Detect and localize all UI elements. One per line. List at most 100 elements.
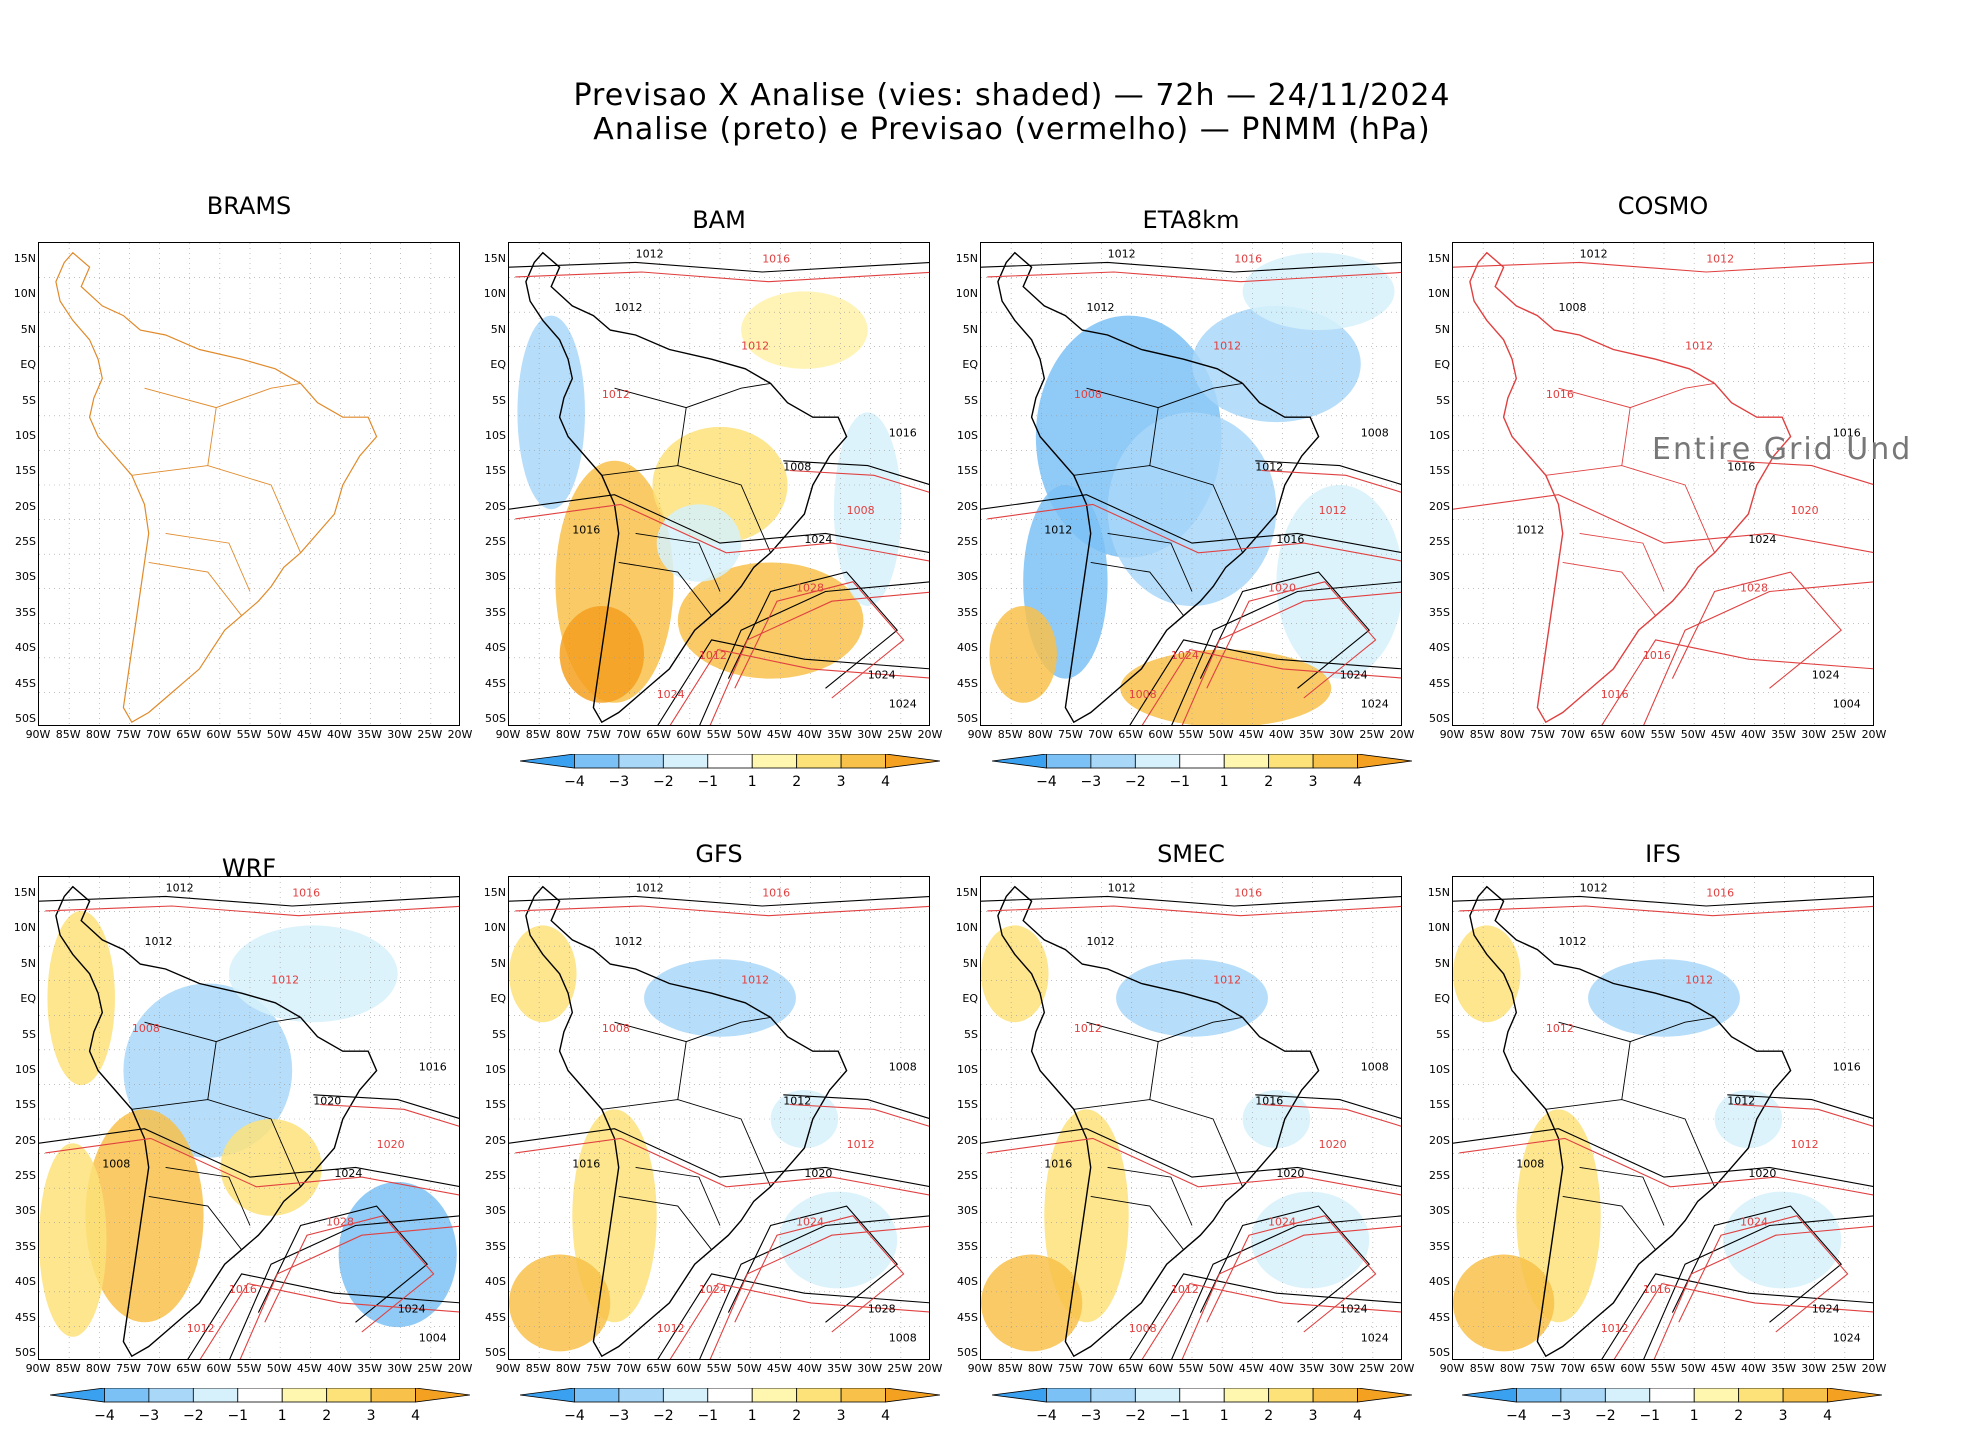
lon-tick-label: 65W — [1590, 1362, 1616, 1375]
map-canvas: 1012 1016 1012 1012 1016 1012 1012 1012 1020 1024… — [1453, 877, 1873, 1359]
lon-tick-label: 75W — [1529, 728, 1555, 741]
isobar-forecast — [1459, 905, 1873, 917]
lon-tick-label: 65W — [1118, 728, 1144, 741]
country-border — [677, 1041, 687, 1100]
isobar-forecast — [1678, 1215, 1849, 1333]
bias-shading — [517, 315, 585, 510]
colorbar-label: −2 — [653, 1408, 674, 1424]
colorbar-segment — [885, 1387, 941, 1403]
panel-title-ifs: IFS — [1645, 840, 1681, 868]
isobar-forecast — [1453, 261, 1873, 273]
lon-tick-label: 55W — [1178, 1362, 1204, 1375]
colorbar-label: 2 — [792, 1408, 802, 1424]
colorbar-segment — [192, 1387, 239, 1403]
lat-tick-label: 45S — [1429, 676, 1450, 690]
isobar-forecast — [1671, 571, 1842, 689]
isobar-label: 1024 — [398, 1303, 426, 1316]
isobar-label: 1012 — [271, 973, 299, 986]
isobar-label: 1012 — [636, 248, 664, 261]
isobar-label: 1016 — [572, 523, 600, 536]
continent-outline — [55, 885, 378, 1358]
bias-shading — [779, 1191, 898, 1289]
isobar-label: 1012 — [657, 1322, 685, 1335]
isobar-label: 1008 — [1129, 1322, 1157, 1335]
isobar-analysis — [1129, 639, 1401, 725]
lon-tick-label: 60W — [1620, 1362, 1646, 1375]
colorbar-label: 4 — [411, 1408, 420, 1424]
lat-tick-label: 35S — [1429, 1239, 1450, 1253]
lon-tick-label: 75W — [115, 1362, 141, 1375]
lon-tick-label: 35W — [1299, 1362, 1324, 1375]
lon-tick-label: 85W — [997, 728, 1023, 741]
colorbar-segment — [796, 1387, 842, 1403]
colorbar-segment — [1649, 1387, 1695, 1403]
lat-tick-label: 15N — [1427, 886, 1450, 899]
lon-tick-label: 45W — [1710, 728, 1736, 741]
isobar-label: 1012 — [847, 1138, 875, 1151]
lon-tick-label: 75W — [1529, 1362, 1555, 1375]
lat-tick-label: 30S — [485, 1204, 506, 1218]
colorbar-label: 1 — [1219, 774, 1229, 790]
colorbar-segment — [1604, 1387, 1651, 1403]
lon-tick-label: 80W — [555, 1362, 581, 1375]
lon-tick-label: 45W — [1710, 1362, 1736, 1375]
lat-tick-label: 5N — [490, 956, 506, 970]
isobar-label: 1016 — [1546, 388, 1574, 401]
lon-tick-label: 65W — [1590, 728, 1616, 741]
lon-tick-label: 60W — [1148, 1362, 1174, 1375]
lon-tick-label: 90W — [967, 728, 993, 741]
isobar-forecast — [789, 1103, 929, 1127]
lat-tick-label: 20S — [957, 1133, 978, 1147]
lon-tick-label: 50W — [1680, 728, 1706, 741]
isobar-label: 1008 — [1559, 301, 1587, 314]
lat-tick-label: 40S — [1429, 1275, 1450, 1289]
isobar-label: 1012 — [1087, 935, 1115, 948]
colorbar-label: 3 — [1778, 1408, 1788, 1424]
colorbar-label: 4 — [1353, 1408, 1362, 1424]
isobar-label: 1012 — [1791, 1138, 1819, 1151]
lon-tick-label: 25W — [417, 728, 443, 741]
colorbar-label: −3 — [1550, 1408, 1572, 1424]
lat-tick-label: 15N — [483, 252, 506, 265]
isobar-label: 1012 — [166, 882, 194, 895]
bias-shading — [559, 606, 645, 703]
colorbar-segment — [148, 1387, 194, 1403]
colorbar-segment — [991, 753, 1047, 769]
lon-tick-label: 40W — [326, 728, 352, 741]
isobar-forecast — [987, 271, 1401, 283]
isobar-label: 1012 — [187, 1322, 215, 1335]
isobar-forecast — [987, 905, 1401, 917]
colorbar-segment — [326, 1387, 372, 1403]
country-border — [1545, 465, 1716, 553]
country-border — [1562, 1195, 1656, 1250]
isobar-label: 1012 — [145, 935, 173, 948]
lat-tick-label: 35S — [957, 1239, 978, 1253]
isobar-label: 1012 — [1171, 1283, 1199, 1296]
lat-tick-label: 45S — [15, 676, 36, 690]
lat-tick-label: 30S — [957, 1204, 978, 1218]
lon-tick-label: 30W — [1801, 1362, 1827, 1375]
isobar-label: 1012 — [1706, 252, 1734, 265]
isobar-label: 1012 — [1685, 339, 1713, 352]
colorbar-segment — [1312, 753, 1358, 769]
isobar-forecast — [1643, 581, 1873, 725]
lat-tick-label: 10S — [485, 428, 506, 442]
lon-tick-label: 75W — [1057, 728, 1083, 741]
lat-tick-label: 15N — [13, 886, 36, 899]
map-canvas: 1012 1016 1012 1012 1016 1012 1008 1008 1024 1028… — [509, 243, 929, 725]
country-border — [131, 465, 302, 553]
isobar-label: 1012 — [1727, 1094, 1755, 1107]
isobar-forecast — [669, 1282, 929, 1359]
country-border — [601, 465, 772, 553]
lat-tick-label: 25S — [1429, 1169, 1450, 1183]
lon-tick-label: 75W — [585, 1362, 611, 1375]
lat-tick-label: 20S — [1429, 499, 1450, 513]
colorbar-segment — [1179, 1387, 1225, 1403]
isobar-label: 1012 — [1213, 973, 1241, 986]
isobar-forecast — [1206, 1215, 1377, 1333]
lat-tick-label: 5S — [1436, 393, 1450, 407]
lat-tick-label: 10N — [1427, 287, 1450, 301]
isobar-label: 1020 — [1791, 504, 1819, 517]
lat-tick-label: 35S — [957, 605, 978, 619]
lat-tick-label: 5N — [1434, 322, 1450, 336]
